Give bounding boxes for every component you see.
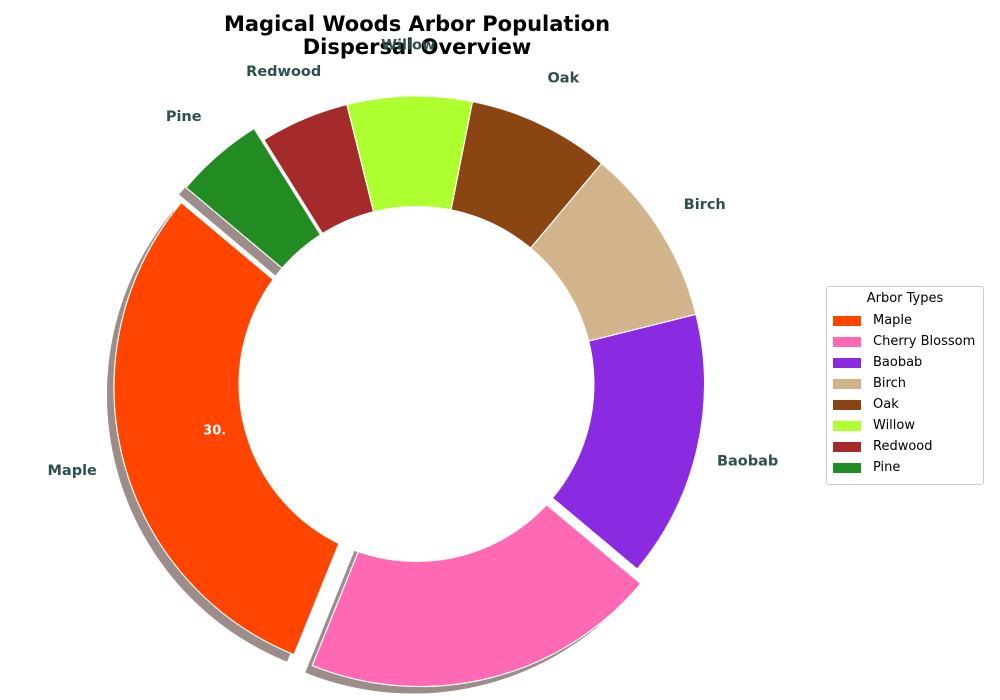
legend-swatch-willow — [833, 420, 861, 431]
slice-label-oak: Oak — [547, 71, 579, 87]
legend-title: Arbor Types — [866, 291, 944, 306]
legend-label-pine: Pine — [873, 460, 901, 475]
slice-percent-label-maple: 30. — [203, 423, 226, 438]
legend-swatch-baobab — [833, 357, 861, 368]
slice-label-redwood: Redwood — [246, 64, 321, 80]
legend-item-birch: Birch — [833, 373, 977, 394]
legend: Arbor Types Maple Cherry Blossom Baobab Bir… — [826, 286, 984, 485]
donut-hole — [238, 206, 595, 562]
legend-item-pine: Pine — [833, 457, 977, 478]
legend-swatch-oak — [833, 399, 861, 410]
legend-swatch-cherry-blossom — [833, 336, 861, 347]
legend-swatch-maple — [833, 315, 861, 326]
slice-label-pine: Pine — [166, 109, 202, 125]
legend-label-oak: Oak — [873, 397, 899, 412]
legend-item-cherry-blossom: Cherry Blossom — [833, 331, 977, 352]
legend-item-baobab: Baobab — [833, 352, 977, 373]
slice-label-baobab: Baobab — [717, 453, 778, 469]
legend-item-redwood: Redwood — [833, 436, 977, 457]
legend-label-redwood: Redwood — [873, 439, 933, 454]
legend-item-maple: Maple — [833, 310, 977, 331]
legend-label-baobab: Baobab — [873, 355, 923, 370]
chart-title-line-1: Magical Woods Arbor Population — [224, 12, 610, 36]
legend-items: Maple Cherry Blossom Baobab Birch Oak Willow R… — [833, 310, 977, 478]
legend-label-willow: Willow — [873, 418, 915, 433]
legend-label-cherry-blossom: Cherry Blossom — [873, 334, 976, 349]
legend-swatch-redwood — [833, 441, 861, 452]
legend-swatch-pine — [833, 462, 861, 473]
legend-label-birch: Birch — [873, 376, 906, 391]
legend-item-willow: Willow — [833, 415, 977, 436]
slice-label-willow: Willow — [381, 37, 435, 53]
slice-label-birch: Birch — [684, 197, 726, 213]
legend-item-oak: Oak — [833, 394, 977, 415]
legend-swatch-birch — [833, 378, 861, 389]
legend-label-maple: Maple — [873, 313, 913, 328]
chart-title-line-2: Dispersal Overview — [303, 35, 532, 59]
slice-label-maple: Maple — [47, 463, 97, 479]
